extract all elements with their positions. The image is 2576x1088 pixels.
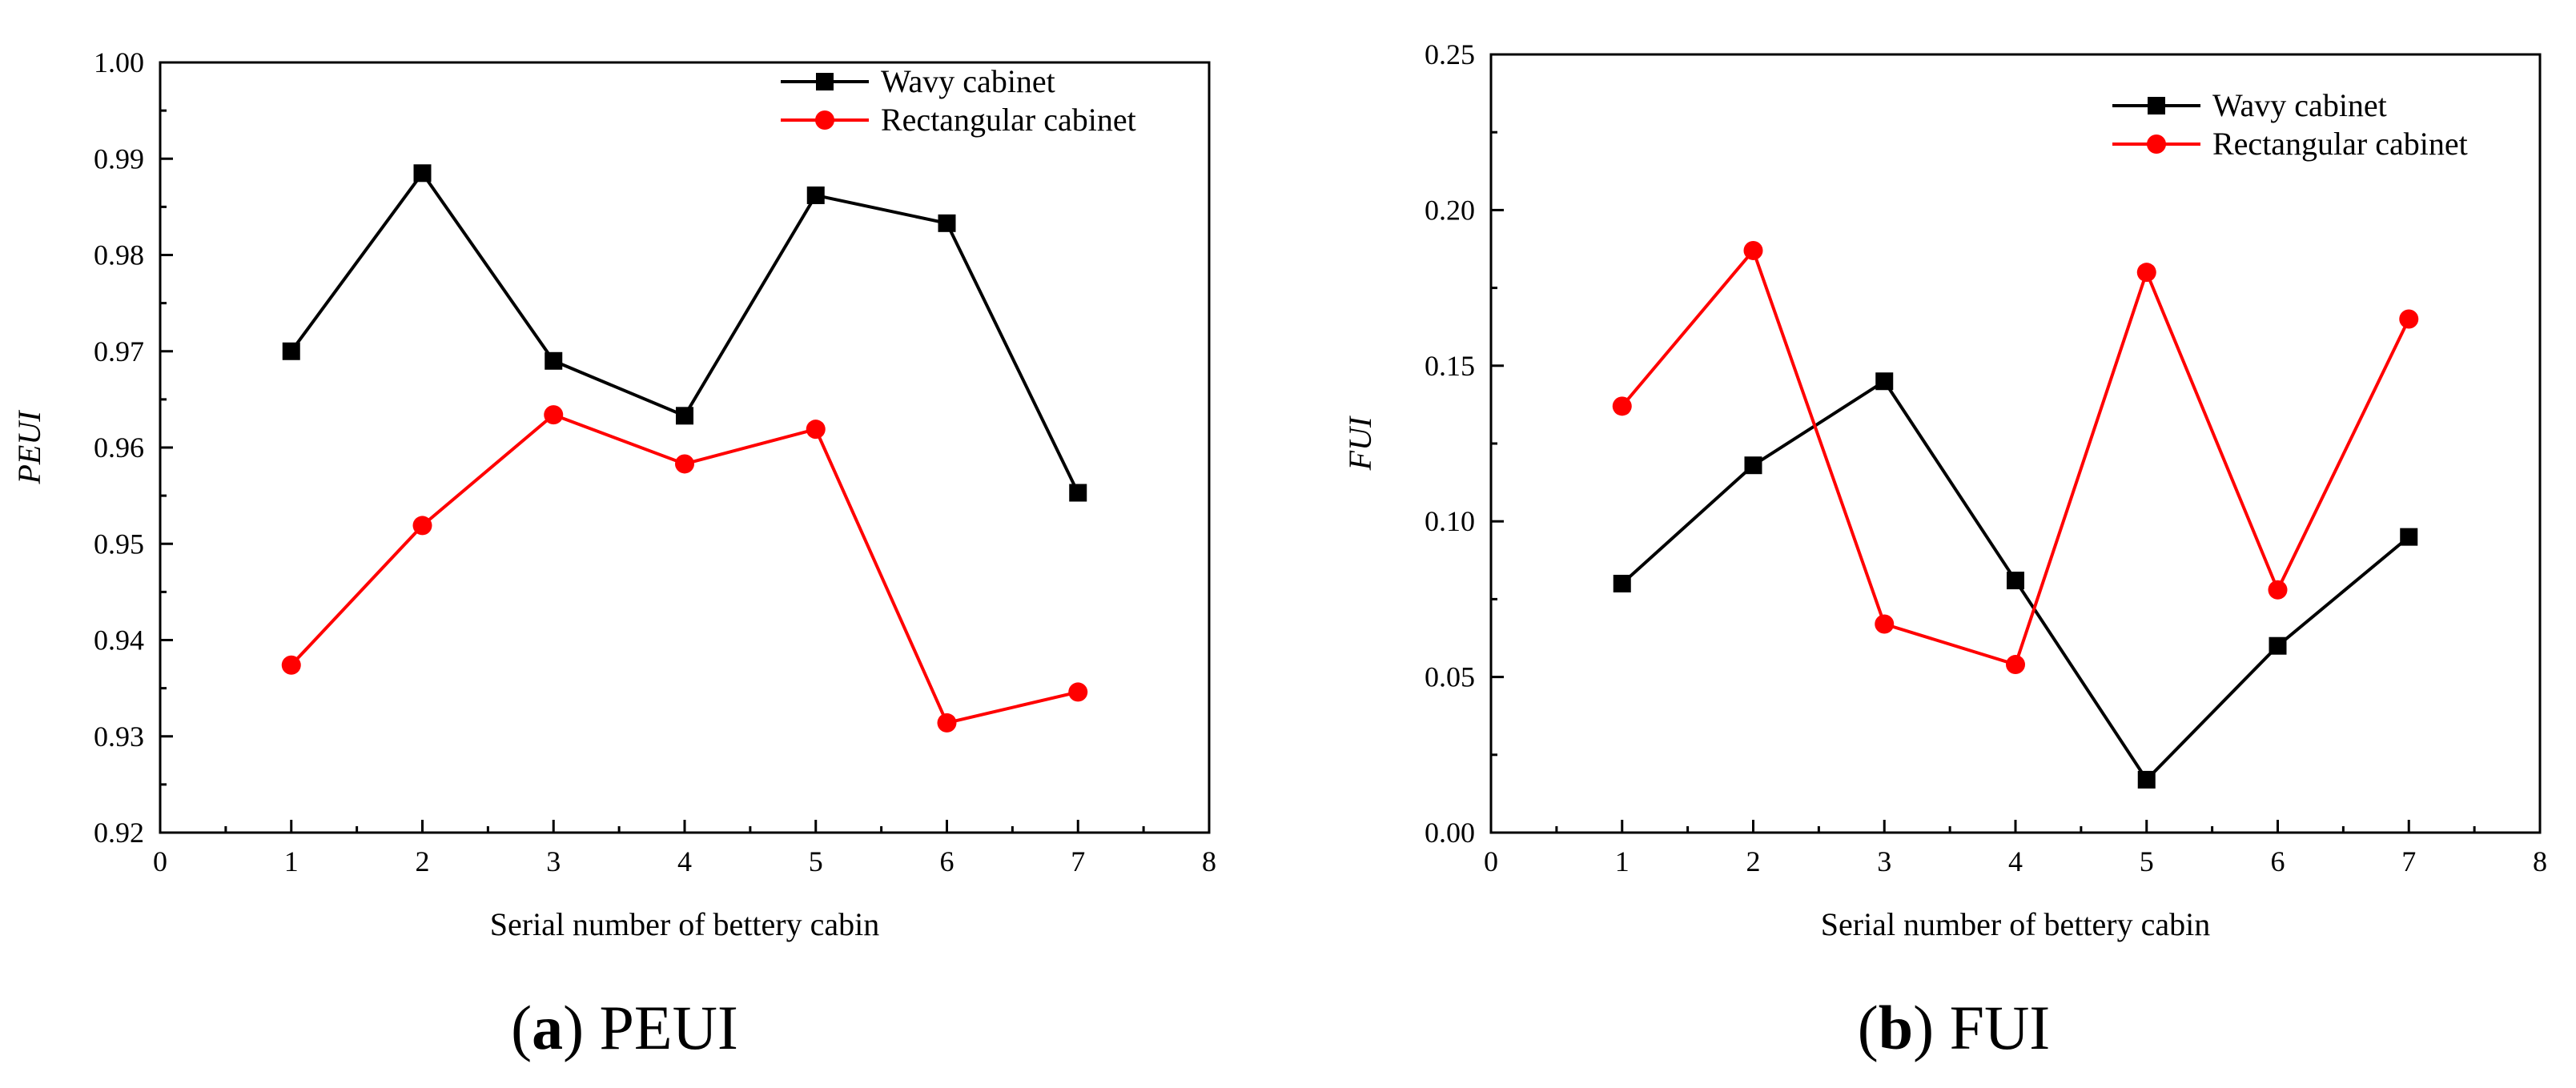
data-point-square [2400,528,2418,546]
series-wavy [1613,372,2418,789]
data-point-circle [1743,240,1763,260]
y-tick-label: 0.98 [94,239,144,271]
data-point-square [413,164,432,183]
series-line [290,170,1080,494]
data-point-square [2269,636,2287,655]
data-point-circle [2006,655,2025,675]
x-axis-label: Serial number of bettery cabin [1821,906,2210,942]
legend-label: Rectangular cabinet [2212,126,2468,162]
data-point-circle [937,713,957,733]
legend-label: Rectangular cabinet [881,102,1136,138]
x-tick-label: 2 [1746,845,1761,877]
legend-marker-circle [815,110,834,130]
data-point-circle [2268,580,2288,600]
x-tick-label: 6 [940,845,954,877]
data-point-square [1613,574,1631,592]
plot-frame [159,61,1211,834]
y-axis-label: FUI [1342,416,1378,471]
data-point-circle [544,405,564,425]
y-tick-label: 0.99 [94,143,144,175]
y-tick-label: 0.93 [94,721,144,753]
data-point-circle [1612,396,1632,416]
y-tick-label: 0.97 [94,335,144,367]
y-tick-label: 1.00 [94,46,144,78]
y-tick-label: 0.20 [1425,194,1475,226]
data-point-square [545,351,563,370]
x-tick-label: 4 [2008,845,2023,877]
x-tick-label: 1 [1615,845,1630,877]
x-tick-label: 8 [1202,845,1216,877]
data-point-square [1875,372,1894,391]
data-point-square [938,214,956,232]
y-tick-label: 0.15 [1425,350,1475,382]
series-line [1621,247,2411,667]
x-tick-label: 7 [1071,845,1085,877]
x-tick-label: 8 [2533,845,2547,877]
data-point-square [2137,770,2156,789]
y-tick-label: 0.25 [1425,38,1475,70]
series-rectangular [1612,240,2419,675]
y-axis-label: PEUI [11,410,47,485]
x-tick-label: 4 [677,845,692,877]
x-tick-label: 0 [1484,845,1498,877]
x-tick-label: 7 [2401,845,2416,877]
x-tick-label: 2 [416,845,430,877]
x-tick-label: 3 [1877,845,1891,877]
x-tick-label: 5 [2140,845,2154,877]
legend-label: Wavy cabinet [2212,87,2387,123]
x-tick-label: 1 [284,845,299,877]
x-tick-label: 5 [809,845,823,877]
panel-caption: (a) PEUI [511,993,738,1062]
chart-panel-b: 0 1 2 3 4 5 6 7 8 0.00 0.05 0.10 0.15 0.20 0.25 Serial … [1342,38,2547,1062]
y-tick-label: 0.96 [94,432,144,464]
x-tick-label: 3 [546,845,561,877]
data-point-circle [412,516,432,536]
x-tick-label: 6 [2271,845,2285,877]
data-point-square [806,186,825,204]
y-tick-label: 0.10 [1425,505,1475,537]
y-tick-label: 0.05 [1425,661,1475,693]
data-point-square [2007,572,2024,590]
data-point-square [282,342,300,360]
data-point-circle [2399,309,2419,329]
plot-frame [1489,53,2542,834]
panel-caption: (b) FUI [1858,993,2051,1062]
data-point-square [1744,456,1762,475]
y-tick-label: 0.95 [94,528,144,560]
data-point-circle [281,655,301,675]
legend-label: Wavy cabinet [881,63,1055,99]
data-point-square [676,407,693,425]
y-tick-label: 0.92 [94,817,144,849]
series-rectangular [281,405,1088,733]
data-point-circle [675,454,694,474]
data-point-circle [2136,263,2156,283]
series-wavy [282,164,1087,502]
legend-marker-square [2148,97,2165,114]
legend-marker-circle [2147,134,2166,154]
data-point-square [1069,484,1087,502]
data-point-circle [1875,614,1895,634]
y-tick-label: 0.00 [1425,817,1475,849]
y-tick-label: 0.94 [94,624,144,656]
x-tick-label: 0 [153,845,167,877]
x-axis-label: Serial number of bettery cabin [490,906,879,942]
data-point-circle [1068,682,1088,702]
data-point-circle [806,420,826,440]
legend-marker-square [816,73,834,90]
chart-panel-a: 0 1 2 3 4 5 6 7 8 0.92 0.93 0.94 0.95 0.96 0.97 0.98 0.9… [11,46,1216,1062]
